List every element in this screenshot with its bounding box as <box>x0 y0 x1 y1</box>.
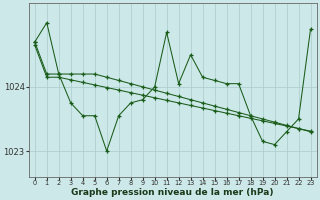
X-axis label: Graphe pression niveau de la mer (hPa): Graphe pression niveau de la mer (hPa) <box>71 188 274 197</box>
